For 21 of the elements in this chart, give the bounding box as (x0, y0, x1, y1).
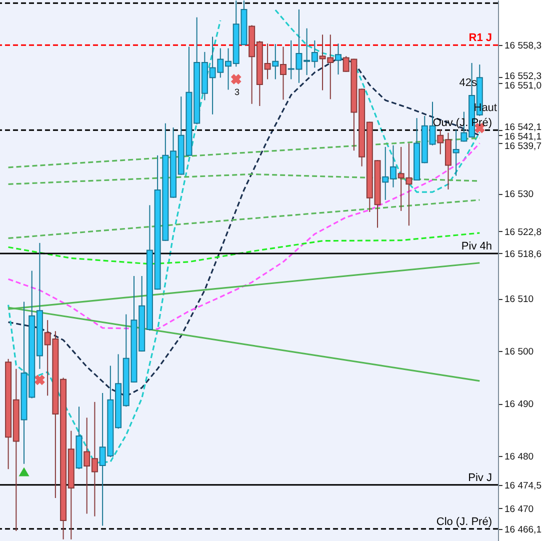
y-tick-label: 16 480 (504, 451, 534, 462)
ref-line-label: Clo (J. Pré) (436, 516, 492, 528)
y-tick-label: 16 522,8 (504, 226, 542, 238)
y-tick-label: 16 474,5 (504, 480, 542, 492)
ref-line-label: Piv 4h (461, 240, 492, 252)
y-tick-label: 16 490 (504, 399, 534, 410)
y-tick-label: 16 542,1 (504, 122, 542, 134)
annotation: 3 (234, 87, 240, 97)
y-tick-label: 16 510 (504, 294, 534, 306)
y-tick-label: 16 530 (504, 189, 534, 200)
ref-line-label: R1 J (468, 32, 492, 44)
y-tick-label: 16 518,6 (504, 248, 542, 260)
ref-line-label: Piv J (468, 472, 492, 484)
y-tick-label: 16 552,3 (504, 70, 542, 82)
y-tick-label: 16 539,7 (504, 141, 542, 152)
y-tick-label: 16 541,1 (504, 132, 542, 143)
y-tick-label: 16 500 (504, 346, 534, 358)
y-tick-label: 16 551,0 (504, 80, 542, 92)
y-tick-label: 16 466,1 (504, 524, 542, 536)
y-tick-label: 16 470 (504, 504, 534, 515)
y-tick-label: 16 558,3 (504, 40, 542, 52)
